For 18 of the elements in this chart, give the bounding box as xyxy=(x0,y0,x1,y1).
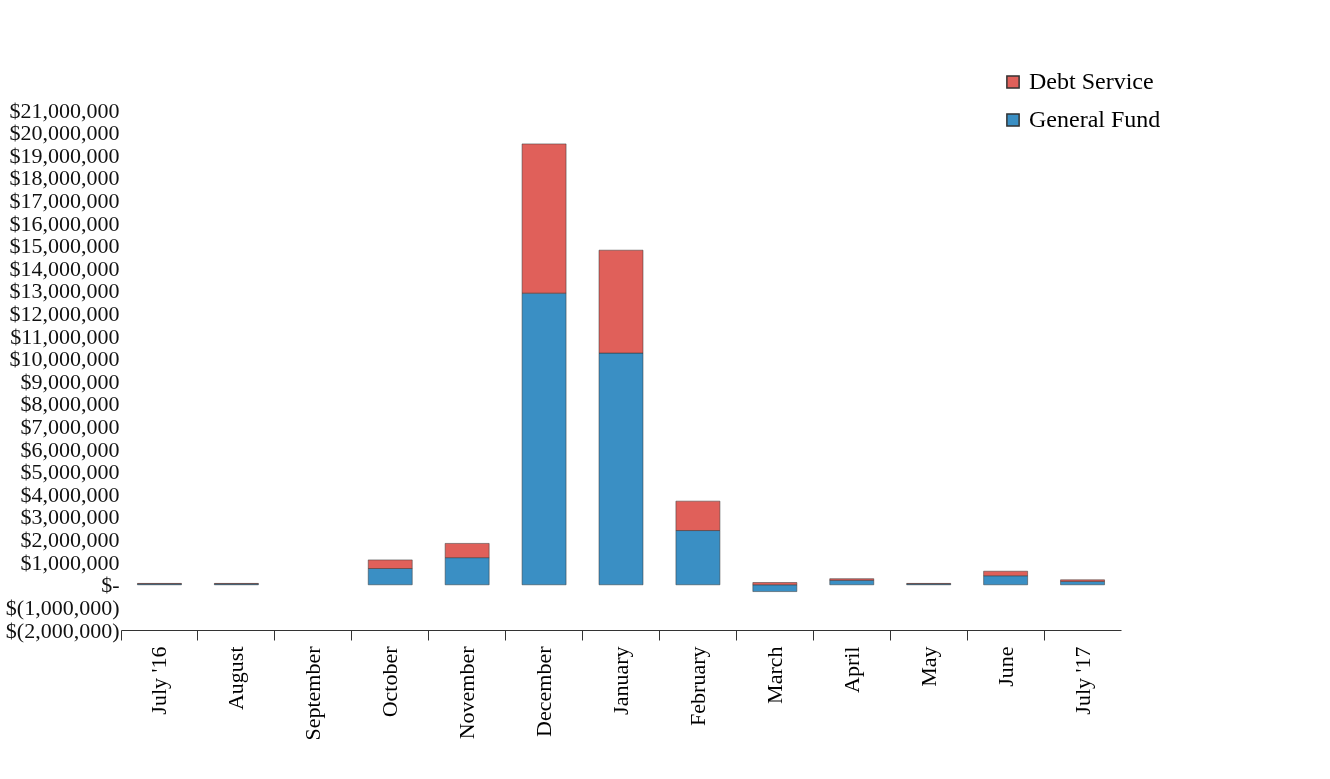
y-tick-label: $2,000,000 xyxy=(20,527,120,553)
x-tick-label: November xyxy=(454,645,480,740)
x-tick-label: July '17 xyxy=(1069,646,1095,715)
legend-label: Debt Service xyxy=(1029,68,1154,94)
x-tick-label: October xyxy=(377,645,403,718)
x-tick-label: March xyxy=(761,646,787,704)
x-tick-label: May xyxy=(915,646,941,687)
y-tick-label: $7,000,000 xyxy=(20,414,120,440)
x-tick-label: February xyxy=(684,646,710,726)
x-tick-label: January xyxy=(608,646,633,715)
x-tick-label: April xyxy=(838,646,864,693)
legend-label: General Fund xyxy=(1029,106,1161,132)
x-tick-label: July '16 xyxy=(146,646,172,715)
x-tick-label: September xyxy=(300,645,326,741)
y-tick-label: $21,000,000 xyxy=(9,97,120,123)
x-tick-label: December xyxy=(531,645,557,737)
x-tick-label: June xyxy=(992,646,1018,687)
x-tick-label: August xyxy=(223,646,249,711)
